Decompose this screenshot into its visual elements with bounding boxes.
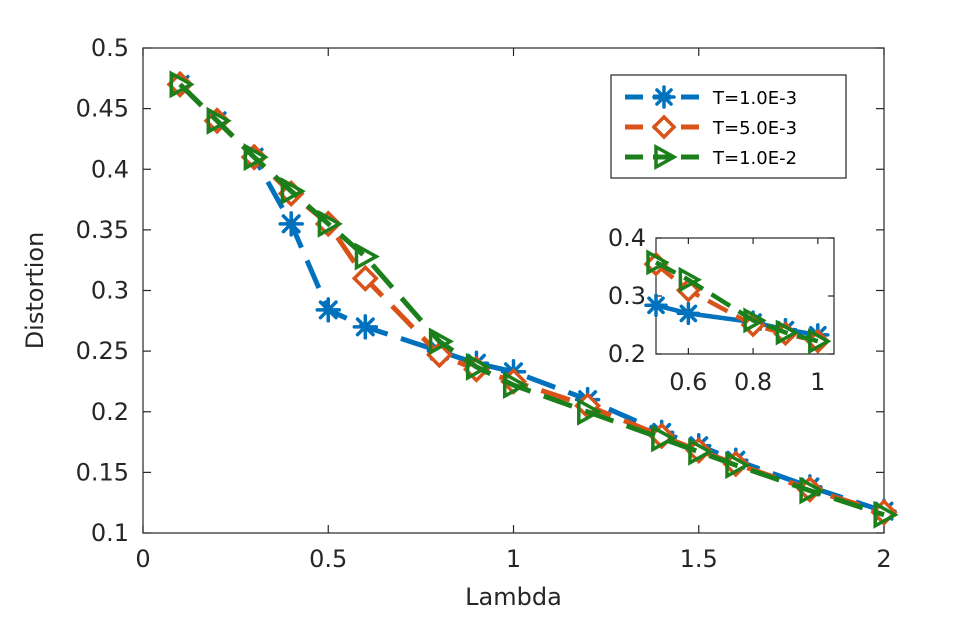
y-tick-label: 0.3 [608, 282, 646, 310]
y-tick-label: 0.35 [76, 216, 129, 244]
x-tick-label: 1 [506, 545, 521, 573]
legend-label: T=1.0E-3 [712, 88, 797, 109]
series-T=1.0E-2 [169, 70, 899, 529]
y-tick-label: 0.3 [91, 277, 129, 305]
data-point-4 [808, 328, 832, 355]
inset-plot-y-ticks: 0.2 0.3 0.4 [608, 224, 834, 368]
data-point-2 [243, 143, 269, 172]
x-tick-label: 0.5 [309, 545, 347, 573]
data-point-3 [775, 319, 800, 346]
y-tick-label: 0.2 [91, 398, 129, 426]
data-point-7 [465, 352, 492, 381]
legend: T=1.0E-3 T=5.0E-3 T=1.0E-2 [610, 74, 847, 179]
data-point-14 [873, 500, 899, 529]
data-point-5 [354, 242, 380, 271]
y-tick-label: 0.25 [76, 337, 129, 365]
data-point-3 [280, 177, 306, 206]
inset-plot-x-ticks: 0.6 0.8 1 [669, 238, 825, 396]
data-point-0 [652, 85, 676, 109]
series-T=1.0E-2 [646, 249, 832, 355]
x-tick-label: 1 [810, 368, 825, 396]
main-plot-y-ticks: 0.1 0.15 0.2 0.25 0.3 0.35 0.4 0.45 0.5 [76, 34, 884, 547]
data-point-4 [315, 297, 341, 323]
legend-label: T=5.0E-3 [712, 118, 797, 139]
series-line [654, 260, 819, 344]
x-tick-label: 2 [876, 545, 891, 573]
data-point-0 [646, 249, 670, 276]
legend-item-1: T=5.0E-3 [625, 114, 797, 140]
data-point-5 [352, 314, 379, 340]
data-point-0 [169, 70, 195, 99]
legend-label: T=1.0E-2 [712, 148, 797, 169]
data-point-5 [351, 264, 379, 292]
data-point-0 [644, 293, 668, 318]
data-point-0 [654, 144, 678, 170]
data-point-0 [651, 114, 677, 140]
data-point-2 [743, 307, 767, 334]
y-tick-label: 0.15 [76, 458, 129, 486]
y-tick-label: 0.2 [608, 340, 646, 368]
data-point-8 [502, 371, 529, 400]
data-point-9 [577, 397, 603, 426]
data-point-4 [317, 209, 343, 238]
y-tick-label: 0.4 [608, 224, 646, 252]
x-tick-label: 0 [135, 545, 150, 573]
inset-plot: 0.6 0.8 1 0.2 0.3 0.4 [608, 224, 835, 396]
y-tick-label: 0.4 [91, 155, 129, 183]
data-point-12 [725, 451, 751, 480]
x-tick-label: 0.6 [669, 368, 707, 396]
data-point-10 [651, 424, 677, 453]
legend-item-0: T=1.0E-3 [625, 85, 797, 109]
main-plot-x-ticks: 0 0.5 1 1.5 2 [135, 48, 892, 573]
y-tick-label: 0.1 [91, 519, 129, 547]
y-tick-label: 0.5 [91, 34, 129, 62]
data-point-11 [688, 437, 714, 466]
legend-item-2: T=1.0E-2 [625, 144, 797, 170]
y-axis-label: Distortion [21, 232, 49, 350]
series-line [178, 82, 885, 518]
legend-box [610, 74, 847, 179]
data-point-6 [428, 327, 455, 356]
data-point-3 [278, 211, 304, 237]
data-point-1 [206, 106, 232, 135]
x-tick-label: 0.8 [734, 368, 772, 396]
x-tick-label: 1.5 [680, 545, 718, 573]
data-point-13 [799, 476, 825, 505]
data-point-1 [676, 301, 701, 326]
x-axis-label: Lambda [465, 583, 562, 611]
data-point-1 [678, 266, 702, 293]
y-tick-label: 0.45 [76, 95, 129, 123]
